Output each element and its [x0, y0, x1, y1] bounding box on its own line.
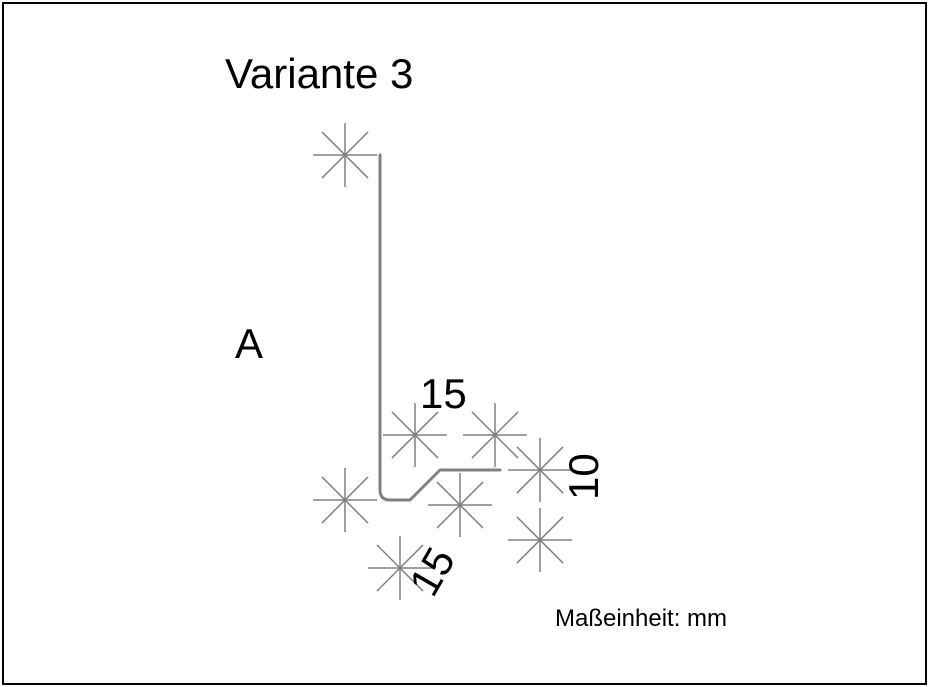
- dim-label-10: 10: [560, 453, 608, 500]
- dimension-cross-icon: [313, 123, 377, 187]
- dimension-cross-icon: [508, 508, 572, 572]
- drawing-frame: Variante 3 A 15 15 10 Maßeinheit: mm: [0, 0, 929, 687]
- dimension-cross-icon: [428, 473, 492, 537]
- dim-label-15a: 15: [420, 370, 467, 418]
- dimension-cross-icon: [313, 468, 377, 532]
- unit-label: Maßeinheit: mm: [555, 605, 727, 633]
- diagram-svg: [0, 0, 929, 687]
- title-text: Variante 3: [225, 50, 413, 98]
- dim-label-a: A: [235, 320, 263, 368]
- dimension-cross-icon: [463, 403, 527, 467]
- border-rect: [3, 3, 926, 684]
